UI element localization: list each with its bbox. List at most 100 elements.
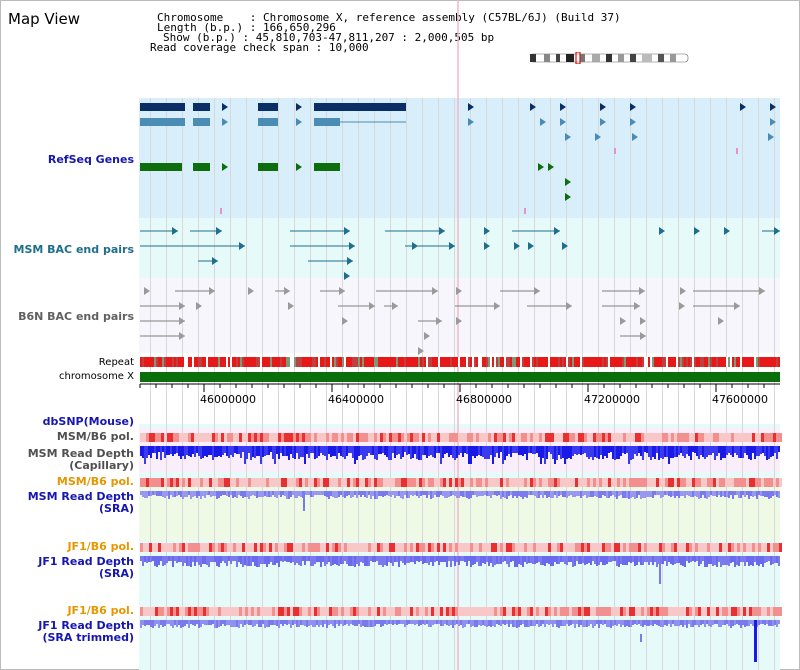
read-depth-bar	[650, 556, 652, 562]
b6n-bac-end	[196, 302, 202, 310]
read-depth-bar	[632, 446, 634, 459]
read-depth-bar	[256, 446, 258, 456]
read-depth-bar	[238, 491, 240, 495]
track-label-refseq[interactable]: RefSeq Genes	[47, 153, 134, 166]
polymorphism-cell	[722, 478, 725, 487]
read-depth-bar	[164, 620, 166, 626]
track-label-msm-depth-cap-1[interactable]: MSM Read Depth	[27, 447, 134, 460]
read-depth-bar	[384, 446, 386, 455]
track-label-msm-b6-pol-1[interactable]: MSM/B6 pol.	[56, 430, 134, 443]
read-depth-bar	[304, 446, 306, 464]
read-depth-bar	[734, 491, 736, 495]
read-depth-bar	[656, 556, 658, 567]
read-depth-bar	[404, 620, 406, 627]
polymorphism-cell	[269, 433, 272, 442]
chromosome-ideogram[interactable]	[530, 52, 690, 64]
track-label-dbsnp[interactable]: dbSNP(Mouse)	[42, 415, 134, 428]
read-depth-bar	[544, 556, 546, 566]
polymorphism-cell	[344, 543, 347, 552]
read-depth-bar	[480, 446, 482, 456]
polymorphism-cell	[440, 607, 443, 616]
polymorphism-cell	[761, 543, 764, 552]
repeat-element	[676, 357, 678, 367]
read-depth-bar	[274, 491, 276, 497]
polymorphism-cell	[695, 433, 698, 442]
read-depth-bar	[554, 556, 556, 562]
repeat-element	[550, 357, 552, 367]
read-depth-bar	[540, 491, 542, 495]
read-depth-bar	[464, 556, 466, 562]
read-depth-bar	[704, 446, 706, 459]
polymorphism-cell	[557, 543, 560, 552]
read-depth-bar	[486, 491, 488, 496]
repeat-element	[456, 357, 458, 367]
polymorphism-cell	[176, 543, 179, 552]
track-label-jf1-depth-sra-1[interactable]: JF1 Read Depth	[38, 555, 134, 568]
read-depth-bar	[656, 620, 658, 625]
polymorphism-cell	[641, 433, 644, 442]
read-depth-bar	[778, 446, 780, 452]
polymorphism-cell	[365, 607, 368, 616]
read-depth-bar	[742, 620, 744, 625]
polymorphism-cell	[251, 607, 254, 616]
repeat-element	[682, 357, 684, 367]
polymorphism-cell	[731, 607, 734, 616]
polymorphism-cell	[143, 478, 146, 487]
polymorphism-cell	[254, 433, 257, 442]
track-label-msm-depth-sra-1[interactable]: MSM Read Depth	[27, 490, 134, 503]
read-depth-bar	[674, 620, 676, 626]
polymorphism-cell	[281, 607, 284, 616]
repeat-element	[560, 357, 562, 367]
polymorphism-cell	[299, 607, 302, 616]
axis-tick-label: 46400000	[328, 393, 384, 406]
polymorphism-cell	[692, 607, 695, 616]
repeat-element	[278, 357, 280, 367]
read-depth-bar	[662, 620, 664, 627]
read-depth-bar	[624, 446, 626, 454]
read-depth-bar	[746, 446, 748, 455]
polymorphism-cell	[233, 543, 236, 552]
read-depth-bar	[258, 446, 260, 456]
track-label-msm-b6-pol-2[interactable]: MSM/B6 pol.	[56, 475, 134, 488]
read-depth-bar	[556, 556, 558, 564]
polymorphism-cell	[674, 607, 677, 616]
read-depth-bar	[694, 620, 696, 625]
read-depth-bar	[422, 491, 424, 495]
polymorphism-cell	[743, 478, 746, 487]
track-label-jf1-depth-trim-1[interactable]: JF1 Read Depth	[38, 619, 134, 632]
read-depth-bar	[296, 556, 298, 563]
repeat-element	[744, 357, 746, 367]
read-depth-bar	[696, 491, 698, 497]
read-depth-bar	[598, 491, 600, 498]
polymorphism-cell	[239, 433, 242, 442]
polymorphism-cell	[737, 607, 740, 616]
read-depth-bar	[260, 446, 262, 464]
read-depth-bar	[382, 446, 384, 453]
read-depth-bar	[334, 556, 336, 564]
read-depth-bar	[422, 556, 424, 564]
polymorphism-cell	[422, 607, 425, 616]
track-label-jf1-b6-pol-2[interactable]: JF1/B6 pol.	[67, 604, 134, 617]
read-depth-bar	[556, 491, 558, 498]
read-depth-bar	[252, 446, 254, 457]
polymorphism-cell	[650, 433, 653, 442]
polymorphism-cell	[761, 478, 764, 487]
read-depth-bar	[762, 491, 764, 496]
polymorphism-cell	[539, 478, 542, 487]
read-depth-bar	[724, 446, 726, 458]
repeat-element	[548, 357, 550, 367]
repeat-element	[148, 357, 150, 367]
read-depth-bar	[572, 556, 574, 567]
repeat-element	[442, 357, 444, 367]
read-depth-bar	[248, 556, 250, 566]
polymorphism-cell	[758, 478, 761, 487]
read-depth-bar	[500, 620, 502, 626]
track-label-jf1-b6-pol-1[interactable]: JF1/B6 pol.	[67, 540, 134, 553]
read-depth-bar	[566, 446, 568, 459]
read-depth-bar	[308, 491, 310, 495]
track-label-msm-bac[interactable]: MSM BAC end pairs	[13, 243, 134, 256]
repeat-element	[562, 357, 564, 367]
track-label-b6n-bac[interactable]: B6N BAC end pairs	[18, 310, 134, 323]
polymorphism-cell	[203, 607, 206, 616]
